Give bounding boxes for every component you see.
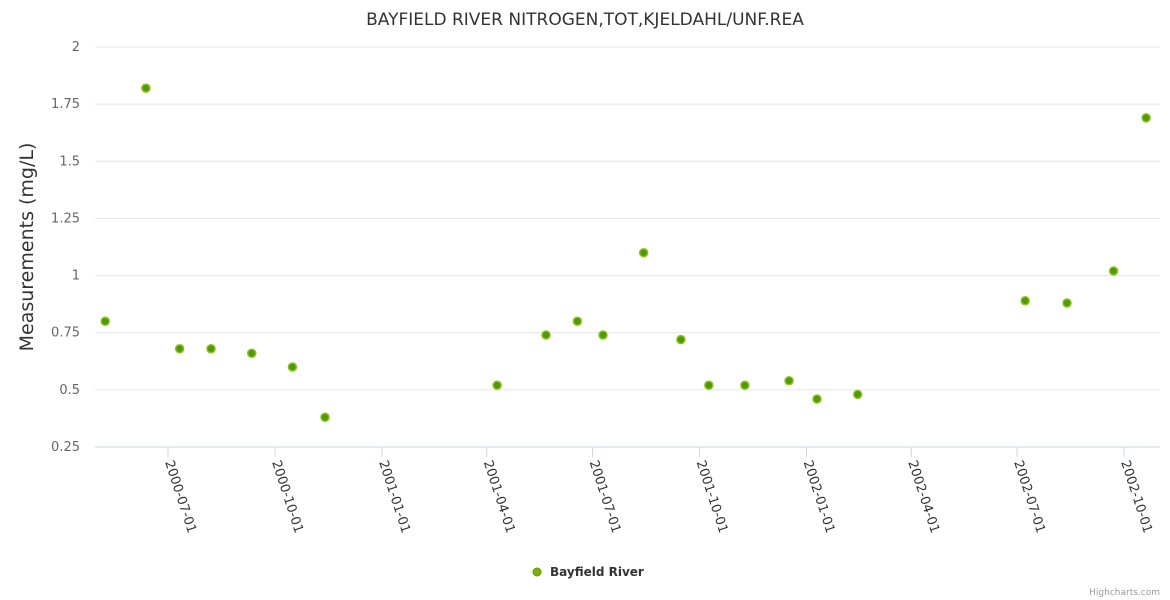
data-point[interactable] [1141,113,1151,123]
x-tick-label: 2001-07-01 [586,459,624,535]
y-tick-label: 0.75 [51,326,80,341]
data-point[interactable] [638,247,649,258]
legend-label: Bayfield River [550,565,644,579]
data-point[interactable] [784,375,794,386]
x-tick-label: 2002-04-01 [904,459,942,535]
data-point[interactable] [1108,266,1119,276]
x-tick-label: 2001-01-01 [375,459,413,535]
data-point[interactable] [676,334,686,345]
data-point[interactable] [1020,295,1030,306]
data-point[interactable] [740,380,750,391]
chart-title: BAYFIELD RIVER NITROGEN,TOT,KJELDAHL/UNF… [366,10,804,30]
data-point[interactable] [812,394,822,404]
y-axis-label: Measurements (mg/L) [16,143,38,352]
x-tick-label: 2002-01-01 [800,459,838,535]
data-point[interactable] [320,412,330,423]
y-tick-label: 1.5 [59,154,80,169]
data-point[interactable] [852,389,863,400]
x-tick-label: 2001-10-01 [693,459,731,535]
data-point[interactable] [174,343,185,354]
data-point[interactable] [246,348,257,359]
x-tick-label: 2002-10-01 [1117,459,1155,535]
data-point[interactable] [541,330,551,340]
data-point[interactable] [141,83,151,93]
legend-item-bayfield-river[interactable]: Bayfield River [532,565,644,579]
x-tick-label: 2002-07-01 [1010,459,1048,535]
data-point[interactable] [287,362,298,372]
data-point[interactable] [1062,298,1072,308]
y-tick-label: 1.75 [51,97,80,112]
data-point[interactable] [206,343,216,354]
data-point[interactable] [492,380,502,391]
y-tick-label: 1 [72,269,80,284]
y-tick-label: 1.25 [51,211,80,226]
x-tick-label: 2000-07-01 [161,459,199,535]
y-tick-label: 2 [72,40,80,55]
y-tick-label: 0.25 [51,440,80,455]
data-point[interactable] [704,380,714,391]
x-tick-label: 2000-10-01 [268,459,306,535]
credits-link[interactable]: Highcharts.com [1089,588,1160,598]
data-point[interactable] [572,316,583,327]
y-tick-label: 0.5 [59,383,80,398]
x-tick-label: 2001-04-01 [480,459,518,535]
data-point[interactable] [100,316,110,327]
legend-marker [532,567,542,577]
data-point[interactable] [598,330,608,340]
